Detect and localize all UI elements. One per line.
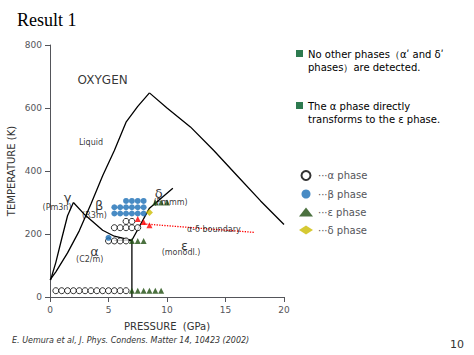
svg-text:E. Uemura et al, J. Phys. Cond: E. Uemura et al, J. Phys. Condens. Matte… bbox=[12, 336, 249, 345]
svg-text:(R3m): (R3m) bbox=[82, 211, 107, 220]
svg-text:α: α bbox=[90, 243, 99, 259]
svg-text:600: 600 bbox=[25, 103, 42, 113]
svg-text:(C2/m): (C2/m) bbox=[76, 255, 103, 264]
svg-text:···δ phase: ···δ phase bbox=[318, 225, 367, 236]
svg-text:400: 400 bbox=[25, 166, 42, 176]
svg-text:(monodl.): (monodl.) bbox=[162, 248, 201, 257]
svg-text:0: 0 bbox=[47, 305, 53, 315]
svg-text:10: 10 bbox=[161, 305, 173, 315]
svg-text:···ε phase: ···ε phase bbox=[318, 207, 366, 218]
svg-text:(Pm3n): (Pm3n) bbox=[43, 203, 72, 212]
svg-text:PRESSURE (GPa): PRESSURE (GPa) bbox=[124, 321, 210, 332]
svg-text:···β phase: ···β phase bbox=[318, 189, 367, 200]
svg-text:Result 1: Result 1 bbox=[17, 10, 77, 30]
svg-text:γ: γ bbox=[63, 190, 72, 206]
svg-text:δ: δ bbox=[154, 185, 163, 201]
svg-text:transforms to the ε phase.: transforms to the ε phase. bbox=[308, 114, 440, 125]
svg-text:Liquid: Liquid bbox=[79, 138, 103, 147]
svg-text:β: β bbox=[95, 198, 104, 214]
svg-text:(Fmmm): (Fmmm) bbox=[153, 198, 187, 207]
svg-text:ε: ε bbox=[181, 237, 189, 253]
svg-text:5: 5 bbox=[106, 305, 112, 315]
svg-text:No other phases（αʹ and δʹ: No other phases（αʹ and δʹ bbox=[308, 49, 444, 60]
svg-text:α-δ boundary: α-δ boundary bbox=[187, 225, 241, 234]
svg-text:0: 0 bbox=[36, 292, 42, 302]
svg-text:200: 200 bbox=[25, 229, 42, 239]
svg-text:···α phase: ···α phase bbox=[318, 170, 367, 181]
svg-text:800: 800 bbox=[25, 40, 42, 50]
svg-text:OXYGEN: OXYGEN bbox=[78, 73, 128, 87]
svg-text:15: 15 bbox=[220, 305, 231, 315]
svg-text:10: 10 bbox=[450, 338, 464, 351]
svg-text:20: 20 bbox=[278, 305, 290, 315]
svg-text:The α phase directly: The α phase directly bbox=[307, 101, 410, 112]
svg-text:phases）are detected.: phases）are detected. bbox=[308, 62, 420, 73]
svg-text:TEMPERATURE (K): TEMPERATURE (K) bbox=[6, 126, 17, 217]
